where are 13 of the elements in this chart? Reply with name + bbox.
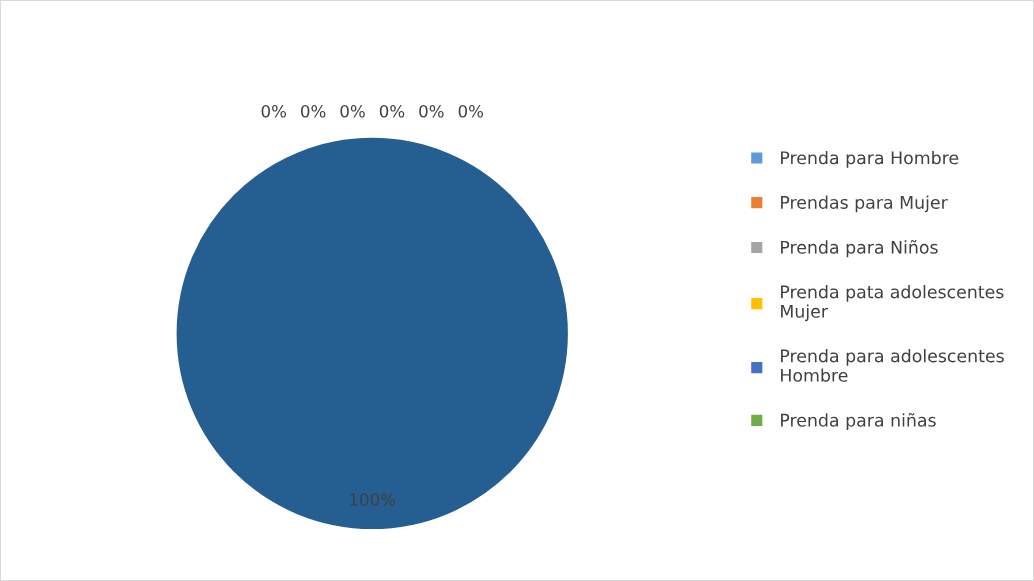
text: 0%: [301, 104, 326, 118]
legend-label: Prenda para niñas: [781, 412, 936, 431]
data-label: 100%: [350, 493, 396, 506]
text: 0%: [261, 104, 287, 118]
legend-label: Prenda pata adolescentes Mujer: [781, 284, 1004, 322]
legend-label: Prendas para Mujer: [781, 195, 948, 213]
legend-label: Prenda para Hombre: [781, 150, 959, 168]
text: 0%: [340, 104, 365, 118]
text: 0%: [419, 104, 444, 118]
legend-label: Prenda para Niños: [781, 240, 938, 258]
text: 0%: [379, 104, 405, 118]
text: 0%: [458, 104, 484, 118]
legend-label: Prenda para adolescentes Hombre: [781, 348, 1004, 382]
